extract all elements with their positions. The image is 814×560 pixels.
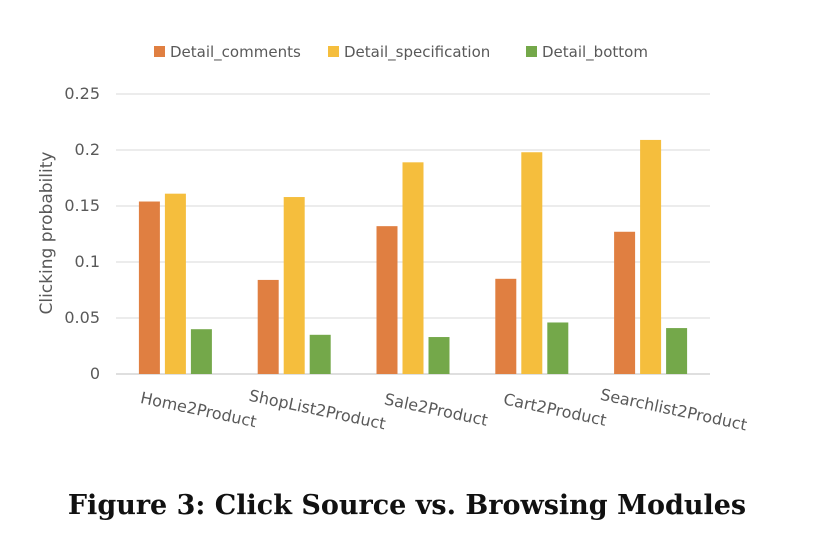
bar-detail-comments — [376, 226, 398, 374]
legend-label: Detail_comments — [170, 43, 301, 62]
y-tick-label: 0.1 — [75, 252, 100, 271]
bar-chart: Clicking probability 0 0.05 0.1 0.15 0.2 0.25… — [37, 43, 749, 435]
legend: Detail_comments Detail_specification Detai… — [154, 43, 648, 62]
y-tick-labels: 0 0.05 0.1 0.15 0.2 0.25 — [64, 84, 100, 383]
x-tick-label: Sale2Product — [383, 389, 490, 429]
bar-detail-bottom — [309, 334, 331, 374]
bar-detail-bottom — [666, 328, 688, 374]
x-tick-label: Searchlist2Product — [599, 385, 749, 435]
bar-detail-comments — [614, 231, 636, 374]
y-tick-label: 0.05 — [64, 308, 100, 327]
y-axis-label: Clicking probability — [37, 152, 57, 315]
bar-detail-bottom — [547, 322, 569, 374]
bar-detail-specification — [283, 197, 305, 374]
y-tick-label: 0 — [90, 364, 100, 383]
figure-caption: Figure 3: Click Source vs. Browsing Modu… — [67, 490, 747, 521]
bar-detail-comments — [138, 201, 160, 374]
legend-label: Detail_specification — [344, 43, 490, 62]
bar-detail-comments — [257, 279, 279, 374]
bar-detail-specification — [521, 152, 543, 374]
y-tick-label: 0.2 — [75, 140, 100, 159]
legend-swatch — [328, 46, 339, 57]
x-tick-labels: Home2ProductShopList2ProductSale2Product… — [139, 385, 749, 435]
x-tick-label: ShopList2Product — [247, 386, 387, 434]
bar-detail-specification — [402, 162, 424, 374]
bar-detail-bottom — [428, 337, 450, 374]
bar-detail-specification — [640, 139, 662, 374]
x-tick-label: Cart2Product — [502, 389, 608, 429]
bars — [138, 139, 688, 374]
bar-detail-bottom — [190, 329, 212, 374]
legend-swatch — [526, 46, 537, 57]
legend-label: Detail_bottom — [542, 43, 648, 62]
y-tick-label: 0.15 — [64, 196, 100, 215]
bar-detail-specification — [164, 193, 186, 374]
x-tick-label: Home2Product — [139, 388, 259, 431]
bar-detail-comments — [495, 278, 517, 374]
y-tick-label: 0.25 — [64, 84, 100, 103]
legend-swatch — [154, 46, 165, 57]
